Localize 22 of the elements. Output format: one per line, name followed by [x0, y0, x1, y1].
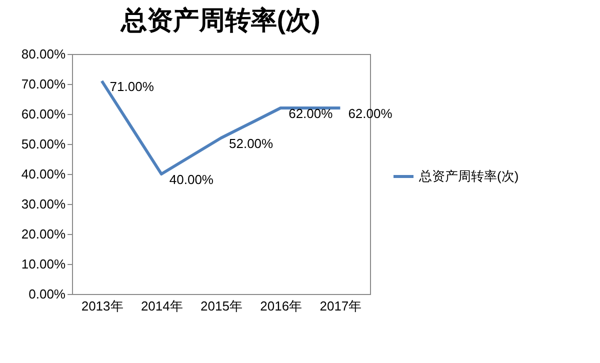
data-label: 52.00% [229, 136, 274, 151]
legend-label: 总资产周转率(次) [418, 168, 519, 184]
chart-title: 总资产周转率(次) [120, 5, 320, 35]
data-label: 62.00% [348, 106, 393, 121]
y-tick-label: 10.00% [21, 256, 66, 272]
y-tick-label: 70.00% [21, 76, 66, 92]
x-tick-label: 2014年 [140, 298, 183, 314]
data-label: 40.00% [169, 172, 214, 187]
y-tick-label: 20.00% [21, 226, 66, 242]
line-series [100, 80, 342, 176]
y-tick-label: 60.00% [21, 106, 66, 122]
data-label: 62.00% [288, 106, 334, 121]
data-label: 71.00% [110, 79, 154, 94]
x-tick-label: 2015年 [200, 298, 242, 314]
x-tick-label: 2017年 [320, 298, 362, 314]
y-tick-label: 0.00% [28, 286, 66, 302]
y-tick-label: 80.00% [21, 46, 66, 62]
x-tick-label: 2013年 [81, 298, 124, 314]
x-tick-label: 2016年 [260, 298, 302, 314]
y-tick-label: 50.00% [21, 136, 66, 152]
y-tick-label: 40.00% [21, 166, 66, 182]
y-tick-label: 30.00% [21, 196, 66, 212]
